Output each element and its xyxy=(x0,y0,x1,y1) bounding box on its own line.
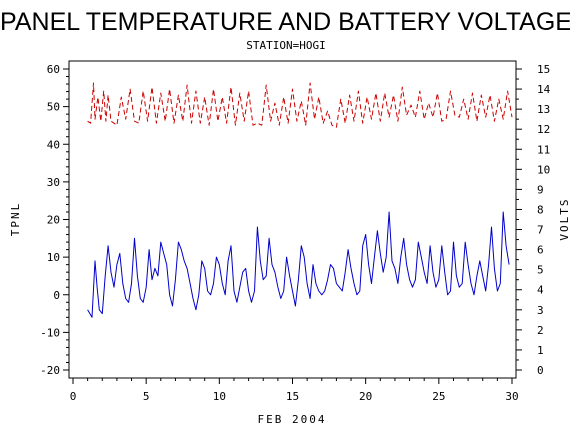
chart-title: PANEL TEMPERATURE AND BATTERY VOLTAGE xyxy=(0,8,570,36)
plot-frame xyxy=(68,60,517,379)
right-tick-label: 15 xyxy=(537,63,550,76)
left-tick-label: 20 xyxy=(47,214,60,227)
right-tick-label: 7 xyxy=(537,224,544,237)
panel-temperature-series xyxy=(87,211,510,318)
series-layer xyxy=(87,82,513,318)
left-tick-label: 40 xyxy=(47,138,60,151)
right-tick-label: 11 xyxy=(537,143,550,156)
right-tick-label: 10 xyxy=(537,163,550,176)
chart-subtitle: STATION=HOGI xyxy=(246,39,325,52)
left-axis-label: TPNL xyxy=(9,202,22,237)
right-tick-label: 13 xyxy=(537,103,550,116)
left-tick-label: -10 xyxy=(40,326,60,339)
x-tick-label: 10 xyxy=(213,390,226,403)
right-tick-label: 4 xyxy=(537,284,544,297)
right-tick-label: 3 xyxy=(537,304,544,317)
left-tick-label: 10 xyxy=(47,251,60,264)
x-tick-label: 15 xyxy=(286,390,299,403)
x-tick-label: 25 xyxy=(432,390,445,403)
left-tick-label: 0 xyxy=(53,289,60,302)
right-tick-label: 5 xyxy=(537,264,544,277)
right-tick-label: 1 xyxy=(537,344,544,357)
right-tick-label: 14 xyxy=(537,83,551,96)
right-tick-label: 2 xyxy=(537,324,544,337)
x-axis: 0 5 10 15 20 25 30 xyxy=(70,378,519,403)
left-tick-label: 60 xyxy=(47,63,60,76)
right-tick-label: 8 xyxy=(537,203,544,216)
x-axis-label: FEB 2004 xyxy=(258,413,327,426)
left-tick-label: 50 xyxy=(47,101,60,114)
left-tick-label: 30 xyxy=(47,176,60,189)
right-tick-label: 12 xyxy=(537,123,550,136)
right-tick-label: 9 xyxy=(537,183,544,196)
right-tick-label: 0 xyxy=(537,364,544,377)
x-tick-label: 30 xyxy=(505,390,518,403)
left-axis: -20 -10 0 10 20 30 40 50 60 xyxy=(40,63,69,377)
x-tick-label: 20 xyxy=(359,390,372,403)
right-axis-label: VOLTS xyxy=(558,197,570,240)
x-tick-label: 5 xyxy=(143,390,150,403)
right-tick-label: 6 xyxy=(537,244,544,257)
left-tick-label: -20 xyxy=(40,364,60,377)
x-tick-label: 0 xyxy=(70,390,77,403)
battery-voltage-series xyxy=(87,82,513,128)
